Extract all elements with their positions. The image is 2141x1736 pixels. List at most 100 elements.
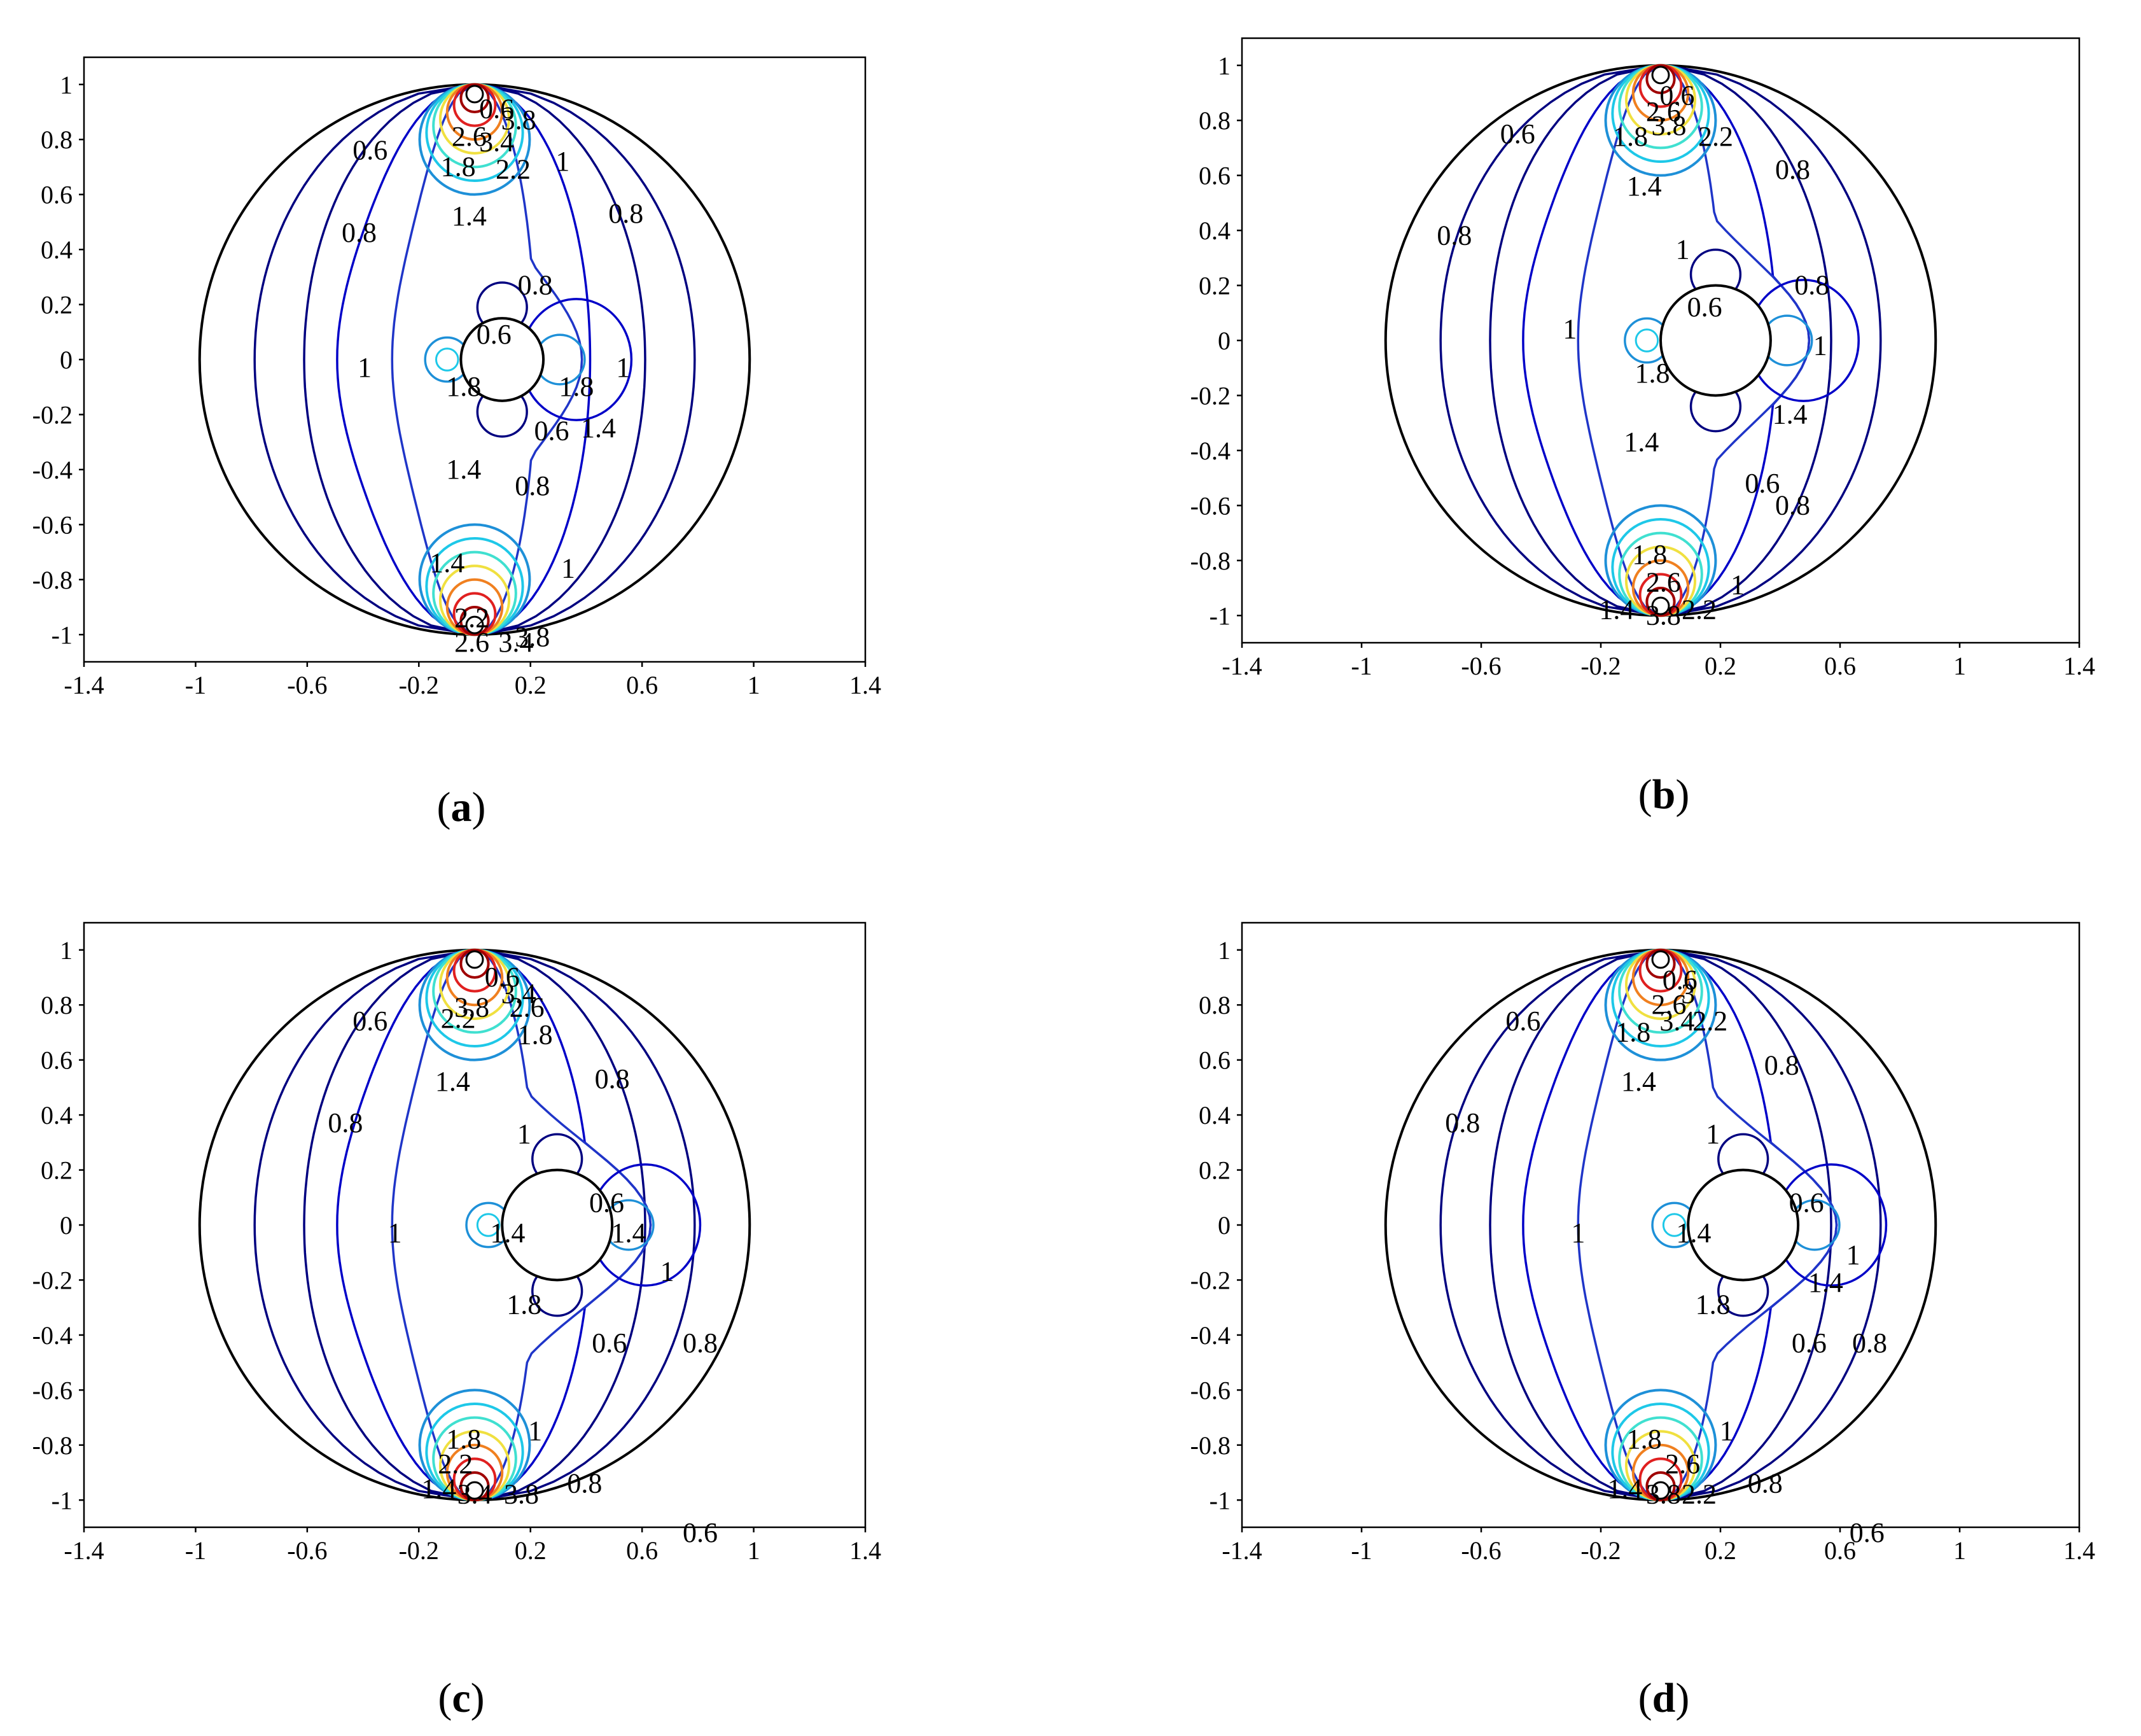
- contour-label: 2.6: [454, 627, 489, 658]
- source-point: [1651, 66, 1670, 85]
- x-tick-label: 0.6: [1824, 1536, 1856, 1565]
- contour-label: 1.4: [1773, 399, 1808, 430]
- caption-paren-open: (: [1638, 771, 1652, 818]
- contour-label: 1: [517, 1118, 531, 1149]
- contour-label: 1.4: [429, 547, 464, 578]
- isoline-lobe: [1635, 328, 1659, 353]
- contour-label: 0.8: [1437, 220, 1472, 251]
- contour-label: 0.8: [567, 1467, 602, 1499]
- inner-cylinder-circle: [459, 317, 545, 402]
- contour-label: 3.4: [1659, 1005, 1694, 1037]
- y-tick-label: 1: [1218, 936, 1231, 965]
- source-isoline-ring: [459, 948, 490, 979]
- contour-label: 1: [616, 352, 630, 383]
- y-tick-label: -0.8: [1190, 1431, 1231, 1460]
- contour-label: 1: [561, 553, 575, 584]
- y-tick-label: 0: [1218, 1211, 1231, 1240]
- contour-label: 0.8: [608, 198, 643, 229]
- contour-label: 1.4: [1808, 1267, 1843, 1298]
- panel-b: -1.4 -1 -0.6 -0.2 0.2 0.6 1 1.410.80.60.40.20-0…: [1190, 37, 2095, 818]
- source-isoline-ring: [1645, 948, 1676, 979]
- source-point: [1651, 950, 1670, 969]
- y-tick-label: -0.6: [1190, 491, 1231, 520]
- x-tick-label: -1.4: [64, 671, 104, 699]
- y-tick-label: 0.8: [41, 991, 73, 1019]
- y-tick-label: -0.8: [32, 566, 73, 594]
- isoline: [1522, 64, 1661, 617]
- isoline: [1522, 949, 1661, 1501]
- contour-label: 1: [1571, 1217, 1585, 1249]
- y-tick-label: -0.6: [32, 510, 73, 539]
- y-tick-label: 0.8: [1199, 106, 1231, 135]
- isoline: [336, 949, 475, 1501]
- y-tick-label: 0.2: [41, 291, 73, 319]
- contour-label: 1: [555, 146, 569, 177]
- contour-label: 0.6: [1500, 118, 1535, 150]
- x-tick-label: 1: [748, 671, 760, 699]
- y-tick-label: -0.8: [1190, 547, 1231, 575]
- source-point: [465, 950, 484, 969]
- contour-label: 1.8: [1696, 1289, 1731, 1320]
- contour-label: 2.2: [1682, 594, 1717, 626]
- source-point: [465, 1481, 484, 1500]
- isoline: [480, 83, 696, 636]
- panel-c: -1.4 -1 -0.6 -0.2 0.2 0.6 1 1.4 1 0.8 0.6 0.4 0.2 0 -0…: [32, 921, 881, 1721]
- contour-label: 3.4: [501, 978, 536, 1009]
- x-tick-label: -1: [1351, 652, 1372, 680]
- caption-paren-open: (: [437, 784, 451, 830]
- contour-label: 0.8: [515, 470, 550, 501]
- panel-caption: (a): [437, 784, 486, 830]
- contour-label: 1: [1676, 234, 1690, 265]
- y-tick-label: -0.4: [1190, 437, 1231, 465]
- contour-label: 0.8: [342, 217, 377, 248]
- y-tick-label: -1: [1210, 601, 1231, 630]
- x-tick-label: -0.6: [1461, 652, 1501, 680]
- contour-label: 0.6: [1505, 1005, 1540, 1037]
- isoline: [391, 83, 475, 636]
- y-tick-label: -0.6: [32, 1376, 73, 1404]
- isoline: [336, 83, 475, 636]
- contour-label: 1.8: [1632, 539, 1667, 570]
- contour-label: 2.6: [1651, 989, 1686, 1020]
- contour-label: 0.8: [1775, 489, 1810, 521]
- panel-a: -1.4 -1 -0.6 -0.2 0.2 0.6 1 1.410.80.60.40.20-0…: [32, 56, 881, 830]
- y-tick-label: 0.4: [41, 235, 73, 264]
- y-tick-label: 1: [1218, 52, 1231, 80]
- x-tick-label: 0.6: [626, 1536, 658, 1565]
- contour-label: 2.6: [1646, 566, 1681, 598]
- isoline: [1577, 64, 1661, 617]
- x-tick-label: 1.4: [849, 671, 881, 699]
- y-tick-label: -0.2: [1190, 381, 1231, 410]
- contour-label: 2.6: [452, 121, 487, 152]
- y-tick-label: -0.2: [32, 400, 73, 429]
- contour-label: 0.6: [479, 94, 514, 125]
- isoline-lobe: [1662, 1213, 1687, 1237]
- x-tick-label: -1.4: [64, 1536, 104, 1565]
- contour-label: 0.8: [1775, 154, 1810, 185]
- isoline: [480, 83, 646, 636]
- caption-letter: a: [451, 784, 472, 830]
- inner-cylinder-circle: [1687, 1168, 1800, 1282]
- contour-label: 3.8: [515, 622, 550, 653]
- x-tick-label: -0.2: [1580, 652, 1621, 680]
- x-tick-label: -0.6: [287, 671, 327, 699]
- isoline: [1439, 949, 1661, 1502]
- contour-label: 1: [1731, 570, 1745, 601]
- x-tick-label: 0.2: [515, 671, 547, 699]
- contour-label: 2.2: [1698, 121, 1733, 152]
- y-tick-label: -0.2: [1190, 1266, 1231, 1294]
- isoline: [1666, 949, 1882, 1502]
- contour-label: 1.8: [1627, 1424, 1662, 1455]
- contour-label: 2.2: [438, 1448, 473, 1480]
- source-point: [1651, 596, 1670, 615]
- contour-label: 1.4: [1676, 1217, 1711, 1249]
- contour-label: 2.6: [510, 992, 545, 1023]
- y-tick-label: 1: [60, 936, 73, 965]
- x-tick-label: -1.4: [1222, 652, 1262, 680]
- y-tick-label: 0: [60, 1211, 73, 1240]
- contour-label: 1.4: [1599, 594, 1634, 626]
- x-tick-label: -0.2: [399, 1536, 439, 1565]
- contour-label: 3.8: [501, 104, 536, 136]
- contour-label: 0.8: [1445, 1107, 1480, 1138]
- source-point: [465, 85, 484, 104]
